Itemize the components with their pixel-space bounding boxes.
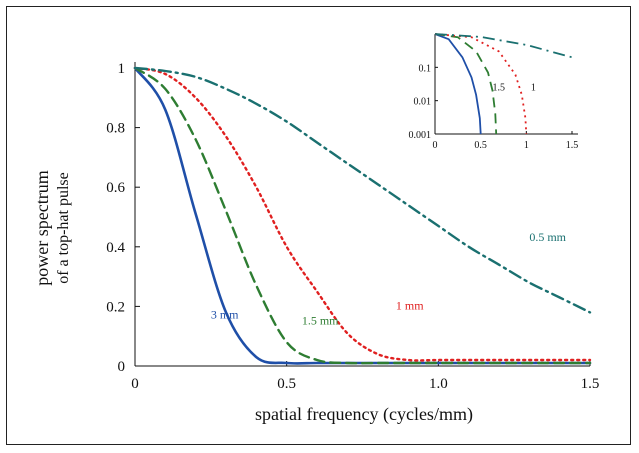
main-axes: 0 0.5 1.0 1.5 0 0.2 0.4 0.6 0.8 1 [106,61,599,392]
inset-y-tick-label: 0.001 [409,130,432,141]
series-line-1-mm [133,66,592,362]
x-axis-label: spatial frequency (cycles/mm) [255,404,473,425]
y-tick-label: 0.4 [106,240,125,256]
inset-series-line-1-mm [434,33,528,135]
series-label-1-mm: 1 mm [396,298,424,312]
inset-series-line-3-mm [434,33,482,135]
inset-series-labels: 1.5 1 [493,83,536,94]
x-tick-label: 0 [131,376,139,392]
x-tick-label: 1.0 [429,376,448,392]
figure-frame [6,6,631,445]
main-series-labels: 3 mm 1.5 mm 1 mm 0.5 mm [211,230,567,327]
y-tick-label: 0.8 [106,121,125,137]
series-label-0.5-mm: 0.5 mm [529,230,566,244]
inset-x-tick-label: 1 [524,140,529,151]
inset-x-tick-label: 0 [433,140,438,151]
inset-axes: 0 0.5 1 1.5 0.001 0.01 0.1 [409,34,579,151]
x-tick-label: 0.5 [277,376,296,392]
y-tick-label: 1 [118,61,126,77]
main-series-group [133,66,592,365]
y-axis-label: power spectrum [32,170,52,285]
x-tick-label: 1.5 [581,376,600,392]
y-tick-label: 0.2 [106,299,125,315]
inset-y-tick-label: 0.1 [419,63,432,74]
series-line-1.5-mm [133,66,592,365]
series-line-3-mm [133,66,592,365]
series-label-3-mm: 3 mm [211,307,239,321]
y-tick-label: 0 [118,359,126,375]
inset-series-line-1.5-mm [434,33,498,135]
series-label-1.5-mm: 1.5 mm [302,313,339,327]
inset-y-tick-label: 0.01 [414,97,432,108]
series-line-0.5-mm [133,66,592,314]
inset-series-group [434,33,573,135]
y-axis-label-line2: of a top-hat pulse [55,172,72,284]
inset-series-label: 1 [531,83,536,94]
inset-x-tick-label: 0.5 [474,140,487,151]
inset-series-label: 1.5 [493,83,506,94]
inset-x-tick-label: 1.5 [566,140,579,151]
y-tick-label: 0.6 [106,180,125,196]
